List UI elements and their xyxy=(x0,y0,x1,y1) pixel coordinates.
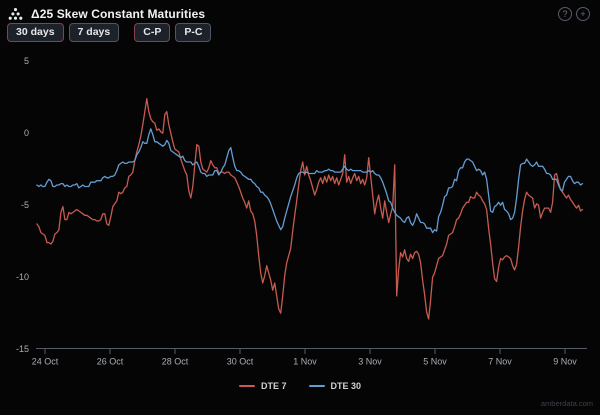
x-tick-label: 3 Nov xyxy=(358,357,382,367)
dte30-label: DTE 30 xyxy=(330,381,362,391)
watermark: amberdata.com xyxy=(540,399,593,408)
filter-7-days-button[interactable]: 7 days xyxy=(68,23,120,42)
dte30-swatch xyxy=(308,385,325,387)
y-tick-label: -15 xyxy=(16,344,29,354)
legend-item-dte7[interactable]: DTE 7 xyxy=(238,381,287,391)
help-icon[interactable]: ? xyxy=(558,7,572,21)
filter-30-days-button[interactable]: 30 days xyxy=(7,23,64,42)
series-line-dte-30 xyxy=(36,128,584,234)
y-tick-label: 0 xyxy=(24,128,29,138)
x-tick-label: 30 Oct xyxy=(227,357,254,367)
dte7-label: DTE 7 xyxy=(260,381,287,391)
x-tick-label: 26 Oct xyxy=(97,357,124,367)
toolbar: 30 days 7 days C-P P-C xyxy=(7,23,216,42)
x-tick-label: 24 Oct xyxy=(32,357,59,367)
page-title: Δ25 Skew Constant Maturities xyxy=(31,7,206,21)
add-icon[interactable]: + xyxy=(576,7,590,21)
y-tick-label: -5 xyxy=(21,200,29,210)
y-tick-label: 5 xyxy=(24,56,29,66)
series-line-dte-7 xyxy=(36,97,584,320)
x-tick-label: 9 Nov xyxy=(553,357,577,367)
x-tick-label: 5 Nov xyxy=(423,357,447,367)
amberdata-logo-icon xyxy=(8,8,23,20)
x-tick-label: 28 Oct xyxy=(162,357,189,367)
y-tick-label: -10 xyxy=(16,272,29,282)
dte7-swatch xyxy=(238,385,255,387)
filter-pc-button[interactable]: P-C xyxy=(175,23,212,42)
x-tick-label: 7 Nov xyxy=(488,357,512,367)
legend: DTE 7 DTE 30 xyxy=(0,381,600,391)
x-tick-label: 1 Nov xyxy=(293,357,317,367)
header: Δ25 Skew Constant Maturities ? + xyxy=(8,5,590,23)
filter-cp-button[interactable]: C-P xyxy=(134,23,171,42)
legend-item-dte30[interactable]: DTE 30 xyxy=(308,381,362,391)
